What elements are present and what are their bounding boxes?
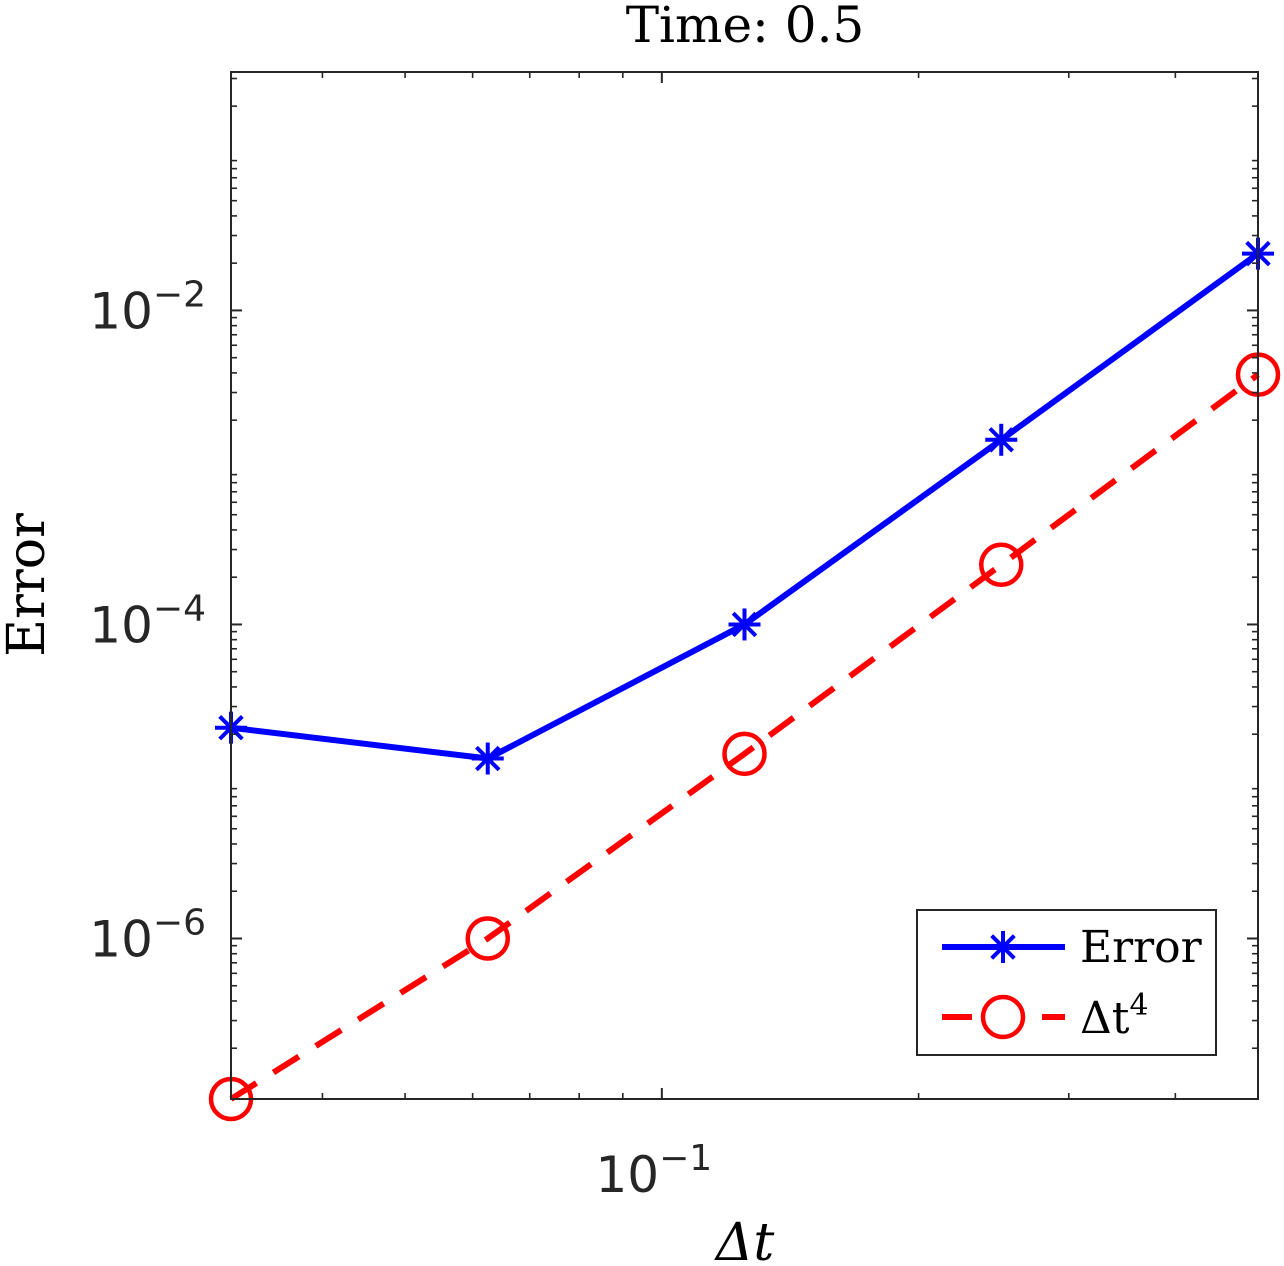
data-point-error: [728, 608, 761, 641]
data-point-error-stroke: [731, 611, 758, 638]
legend-marker-error: [987, 931, 1019, 963]
data-point-dt4: [465, 916, 510, 961]
y-tick-label-base: 10: [89, 910, 153, 968]
y-tick-label: 10−2: [89, 274, 206, 340]
y-tick-label: 10−6: [89, 902, 206, 968]
series-group: [208, 237, 1281, 1122]
chart-title: Time: 0.5: [626, 0, 865, 54]
data-point-error: [985, 423, 1018, 456]
x-axis-label: Δt: [714, 1213, 775, 1266]
x-tick-label-exponent: −1: [659, 1138, 712, 1179]
data-point-error-stroke: [475, 745, 501, 772]
y-tick-label-exponent: −4: [153, 588, 206, 629]
plot-area: [208, 237, 1281, 1122]
y-axis-label: Error: [0, 513, 57, 657]
y-tick-label: 10−4: [89, 588, 206, 654]
legend-label-dt4-base: Δt: [1080, 993, 1130, 1044]
tick-marks: [231, 72, 1258, 1099]
legend: Error Δt4: [916, 909, 1217, 1056]
legend-box: [916, 909, 1217, 1056]
legend-label-error: Error: [1080, 922, 1203, 973]
data-point-dt4: [722, 731, 767, 777]
legend-label-dt4: Δt4: [1080, 988, 1149, 1044]
y-tick-label-exponent: −2: [153, 274, 206, 315]
legend-marker-error-stroke: [990, 934, 1016, 960]
data-point-dt4: [979, 542, 1024, 588]
axes-box: [230, 71, 1259, 1100]
legend-label-dt4-exponent: 4: [1129, 988, 1148, 1023]
axes: [230, 71, 1259, 1100]
x-tick-label-base: 10: [595, 1146, 659, 1204]
data-point-error-stroke: [988, 427, 1014, 453]
series-line-error: [230, 251, 1260, 762]
tick-labels: 10−610−410−210−1: [89, 274, 712, 1204]
y-tick-label-base: 10: [89, 596, 153, 654]
x-tick-label: 10−1: [595, 1138, 712, 1204]
y-tick-label-base: 10: [89, 282, 153, 340]
data-point-error: [471, 742, 504, 775]
series-line-dt4: [229, 372, 1260, 1102]
y-tick-label-exponent: −6: [153, 902, 206, 943]
legend-marker-dt4: [980, 994, 1026, 1040]
